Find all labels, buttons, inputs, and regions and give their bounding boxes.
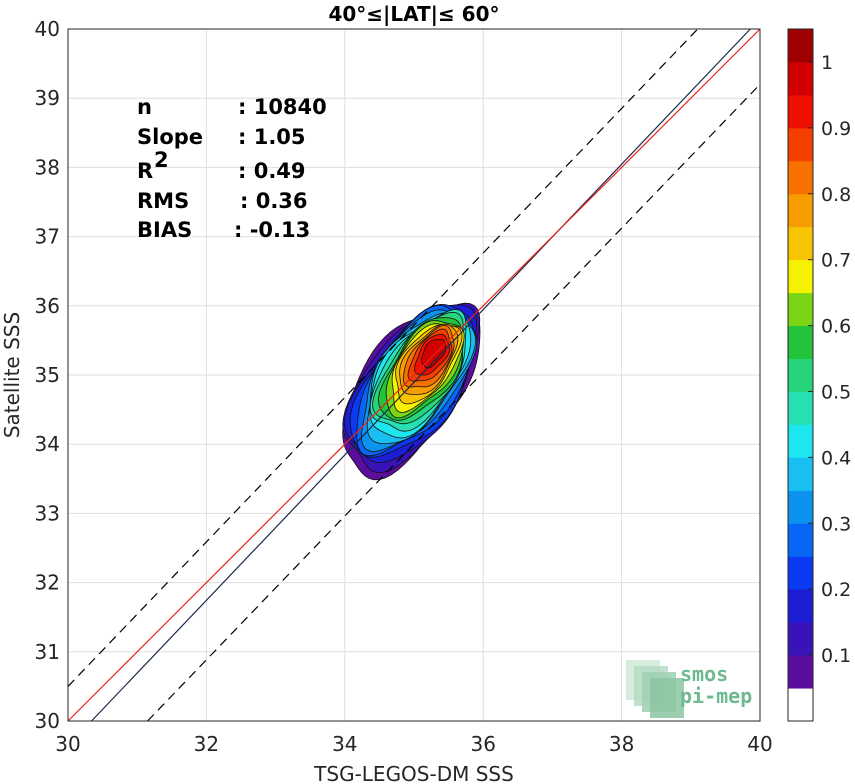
colorbar-tick-label: 0.9	[821, 118, 851, 140]
stat-label: Slope	[137, 125, 203, 149]
x-tick-label: 34	[332, 732, 357, 756]
x-tick-labels: 30 32 34 36 38 40	[55, 732, 772, 756]
y-tick-label: 30	[35, 709, 60, 733]
stat-label-superscript: 2	[154, 148, 169, 172]
colorbar-segment	[788, 29, 813, 63]
regression-line	[91, 28, 751, 722]
logo-text-pi-mep: pi-mep	[680, 684, 752, 708]
stat-value: : 1.05	[238, 125, 306, 149]
y-tick-label: 31	[35, 640, 60, 664]
x-tick-label: 32	[194, 732, 219, 756]
y-axis-label: Satellite SSS	[0, 312, 24, 438]
colorbar-tick-label: 0.3	[821, 513, 851, 535]
colorbar-segment	[788, 589, 813, 623]
colorbar-segment	[788, 325, 813, 360]
x-axis-label: TSG-LEGOS-DM SSS	[313, 762, 514, 784]
colorbar-segment	[788, 391, 813, 425]
colorbar-segment	[788, 688, 813, 722]
x-tick-label: 38	[609, 732, 634, 756]
colorbar-tick-label: 0.8	[821, 184, 851, 206]
axes-box	[67, 28, 761, 722]
stat-label: R	[137, 159, 153, 183]
colorbar-tick-label: 0.6	[821, 316, 851, 338]
y-tick-labels: 30 31 32 33 34 35 36 37 38 39 40	[35, 17, 60, 733]
colorbar-segment	[788, 655, 813, 689]
colorbar-tick-label: 0.7	[821, 250, 851, 272]
x-tick-label: 36	[470, 732, 495, 756]
colorbar-segment	[788, 61, 813, 96]
colorbar-segment	[788, 622, 813, 656]
colorbar-segment	[788, 193, 813, 228]
chart-title: 40°≤|LAT|≤ 60°	[328, 2, 499, 26]
stats-panel: n : 10840 Slope : 1.05 R 2 : 0.49 RMS : 0.36 BIAS…	[137, 95, 327, 242]
y-tick-label: 35	[35, 363, 60, 387]
colorbar-segment	[788, 457, 813, 491]
y-tick-label: 32	[35, 571, 60, 595]
colorbar-segment	[788, 490, 813, 524]
stat-value: : 10840	[238, 95, 327, 119]
identity-line	[67, 28, 761, 722]
colorbar-segment	[788, 226, 813, 261]
logo-mark-strip	[650, 678, 684, 718]
colorbar-segment	[788, 160, 813, 195]
stat-label: RMS	[137, 189, 189, 213]
stat-label: BIAS	[137, 218, 192, 242]
reference-lines	[67, 28, 761, 722]
colorbar-segment	[788, 556, 813, 590]
y-tick-label: 39	[35, 86, 60, 110]
colorbar-segment	[788, 292, 813, 327]
colorbar-segment	[788, 259, 813, 294]
stat-label: n	[137, 95, 152, 119]
colorbar-tick-label: 0.4	[821, 447, 851, 469]
colorbar-tick-label: 0.2	[821, 579, 851, 601]
y-tick-label: 40	[35, 17, 60, 41]
y-tick-label: 34	[35, 432, 60, 456]
colorbar-segment	[788, 358, 813, 392]
colorbar-tick-label: 1	[821, 52, 833, 74]
colorbar-tick-label: 0.1	[821, 645, 851, 667]
colorbar: 0.1 0.2 0.3 0.4 0.5 0.6 0.7 0.8 0.9 1	[787, 28, 851, 722]
logo-text-smos: smos	[680, 662, 728, 686]
y-tick-label: 33	[35, 501, 60, 525]
stat-value: : 0.49	[238, 159, 306, 183]
colorbar-segment	[788, 424, 813, 458]
colorbar-segment	[788, 94, 813, 129]
colorbar-segment	[788, 127, 813, 162]
colorbar-tick-label: 0.5	[821, 381, 851, 403]
lower-bound-line	[147, 83, 761, 722]
stat-value: : -0.13	[234, 218, 310, 242]
y-tick-label: 36	[35, 294, 60, 318]
x-tick-label: 30	[55, 732, 80, 756]
y-tick-label: 37	[35, 225, 60, 249]
colorbar-segment	[788, 523, 813, 557]
x-tick-label: 40	[747, 732, 772, 756]
upper-bound-line	[67, 28, 699, 687]
y-tick-label: 38	[35, 155, 60, 179]
stat-value: : 0.36	[240, 189, 308, 213]
colorbar-frame	[787, 28, 814, 722]
